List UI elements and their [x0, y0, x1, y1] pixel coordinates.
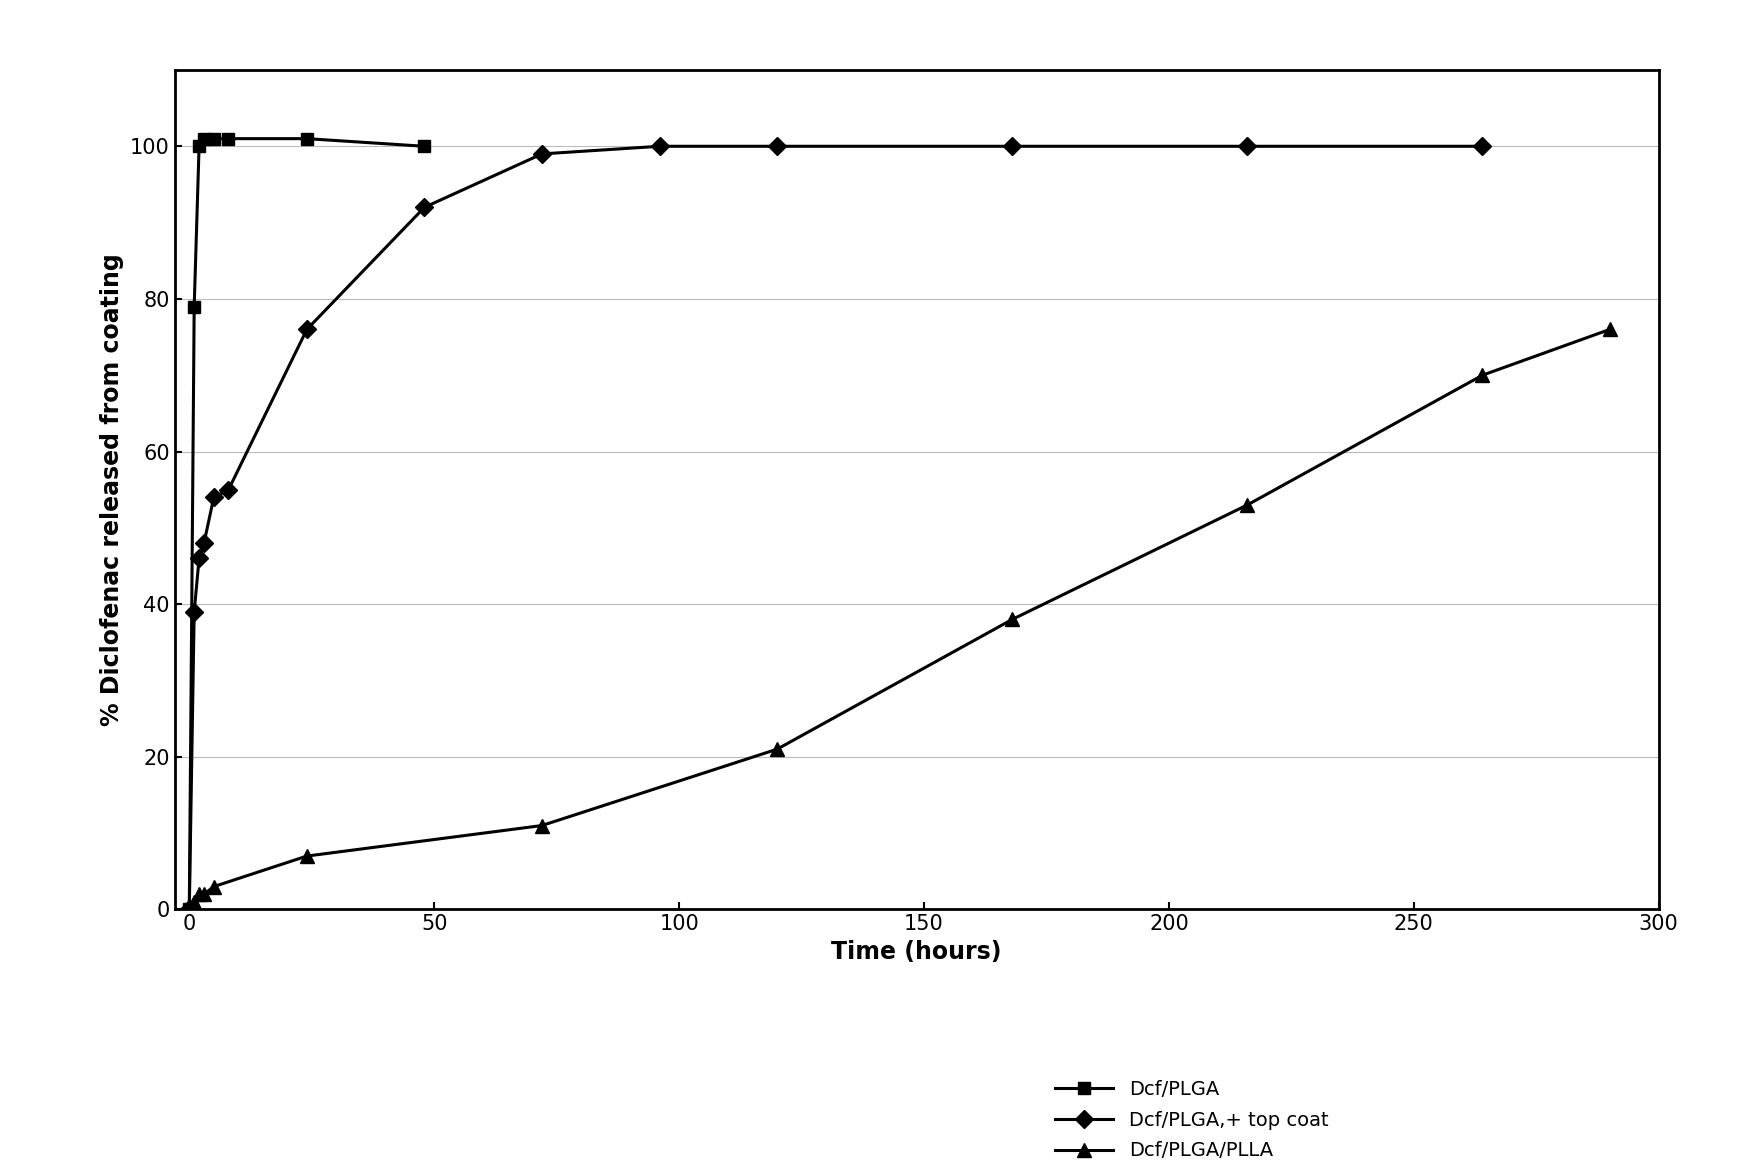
- Dcf/PLGA,+ top coat: [531, 147, 552, 161]
- Dcf/PLGA,+ top coat: [650, 139, 670, 153]
- Dcf/PLGA/PLLA: [1599, 323, 1620, 337]
- Dcf/PLGA: [297, 132, 318, 146]
- Dcf/PLGA: [189, 139, 210, 153]
- Line: Dcf/PLGA/PLLA: Dcf/PLGA/PLLA: [182, 323, 1617, 916]
- Dcf/PLGA/PLLA: [194, 887, 215, 901]
- Dcf/PLGA/PLLA: [183, 894, 204, 908]
- Dcf/PLGA,+ top coat: [414, 201, 435, 215]
- Dcf/PLGA: [414, 139, 435, 153]
- Dcf/PLGA/PLLA: [297, 849, 318, 863]
- Dcf/PLGA,+ top coat: [297, 323, 318, 337]
- Y-axis label: % Diclofenac released from coating: % Diclofenac released from coating: [101, 253, 124, 726]
- Dcf/PLGA/PLLA: [189, 887, 210, 901]
- Dcf/PLGA,+ top coat: [194, 536, 215, 550]
- Dcf/PLGA: [183, 300, 204, 314]
- Dcf/PLGA,+ top coat: [178, 902, 199, 916]
- Dcf/PLGA/PLLA: [1236, 498, 1257, 512]
- Dcf/PLGA/PLLA: [766, 743, 787, 757]
- Dcf/PLGA,+ top coat: [189, 552, 210, 566]
- Dcf/PLGA/PLLA: [1002, 612, 1023, 626]
- Dcf/PLGA,+ top coat: [1002, 139, 1023, 153]
- Dcf/PLGA/PLLA: [531, 819, 552, 833]
- Dcf/PLGA/PLLA: [178, 902, 199, 916]
- Dcf/PLGA/PLLA: [1472, 368, 1493, 382]
- Dcf/PLGA,+ top coat: [218, 483, 239, 497]
- Dcf/PLGA: [194, 132, 215, 146]
- Dcf/PLGA,+ top coat: [766, 139, 787, 153]
- X-axis label: Time (hours): Time (hours): [831, 940, 1002, 964]
- Dcf/PLGA: [203, 132, 223, 146]
- Dcf/PLGA,+ top coat: [1472, 139, 1493, 153]
- Dcf/PLGA,+ top coat: [183, 605, 204, 619]
- Dcf/PLGA,+ top coat: [1236, 139, 1257, 153]
- Line: Dcf/PLGA: Dcf/PLGA: [183, 133, 431, 915]
- Dcf/PLGA,+ top coat: [203, 491, 223, 505]
- Dcf/PLGA/PLLA: [203, 879, 223, 893]
- Legend: Dcf/PLGA, Dcf/PLGA,+ top coat, Dcf/PLGA/PLLA: Dcf/PLGA, Dcf/PLGA,+ top coat, Dcf/PLGA/…: [1046, 1070, 1337, 1166]
- Dcf/PLGA: [218, 132, 239, 146]
- Line: Dcf/PLGA,+ top coat: Dcf/PLGA,+ top coat: [183, 140, 1489, 915]
- Dcf/PLGA: [178, 902, 199, 916]
